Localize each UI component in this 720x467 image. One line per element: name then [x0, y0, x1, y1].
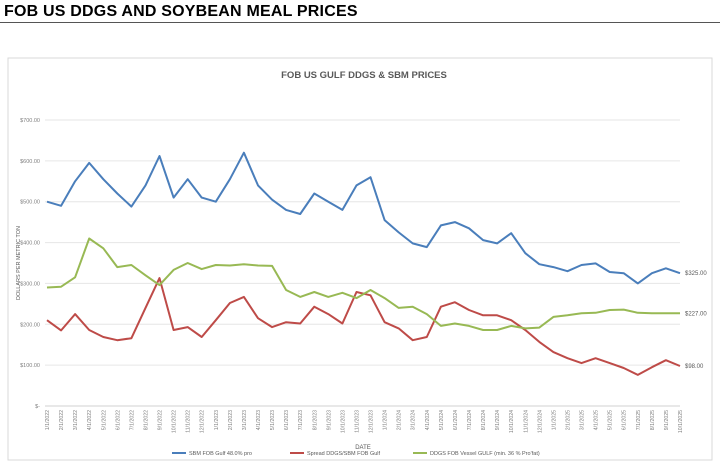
x-tick-label: 10/1/2025 [678, 410, 684, 433]
x-tick-label: 2/1/2025 [565, 410, 571, 430]
x-tick-label: 10/1/2022 [172, 410, 178, 433]
x-tick-label: 8/1/2024 [481, 410, 487, 430]
x-tick-label: 9/1/2024 [495, 410, 501, 430]
x-tick-label: 5/1/2024 [439, 410, 445, 430]
x-tick-label: 3/1/2024 [411, 410, 417, 430]
x-tick-label: 4/1/2025 [594, 410, 600, 430]
chart-frame [7, 57, 713, 461]
x-tick-label: 3/1/2022 [73, 410, 79, 430]
x-tick-label: 12/1/2022 [200, 410, 206, 433]
end-value-label: $98.00 [685, 364, 704, 370]
y-tick-label: $700.00 [20, 118, 40, 124]
x-tick-label: 3/1/2025 [580, 410, 586, 430]
legend-label: SBM FOB Gulf 48.0% pro [189, 451, 252, 457]
x-tick-label: 7/1/2024 [467, 410, 473, 430]
legend-label: Spread DDGS/SBM FOB Gulf [307, 451, 381, 457]
x-tick-label: 9/1/2022 [158, 410, 164, 430]
x-tick-label: 5/1/2023 [270, 410, 276, 430]
title-divider [0, 22, 720, 23]
chart-title: FOB US GULF DDGS & SBM PRICES [281, 70, 447, 81]
x-tick-label: 12/1/2023 [369, 410, 375, 433]
x-tick-label: 11/1/2022 [186, 410, 192, 433]
y-axis-label: DOLLARS PER METRIC TON [16, 226, 22, 300]
x-tick-label: 10/1/2023 [340, 410, 346, 433]
x-tick-label: 10/1/2024 [509, 410, 515, 433]
x-tick-label: 1/1/2023 [214, 410, 220, 430]
x-tick-label: 5/1/2022 [101, 410, 107, 430]
x-tick-label: 5/1/2025 [608, 410, 614, 430]
x-tick-label: 8/1/2025 [650, 410, 656, 430]
x-tick-label: 9/1/2025 [664, 410, 670, 430]
page-title: FOB US DDGS AND SOYBEAN MEAL PRICES [4, 3, 358, 20]
x-tick-label: 6/1/2024 [453, 410, 459, 430]
y-tick-label: $100.00 [20, 363, 40, 369]
y-tick-label: $500.00 [20, 200, 40, 206]
x-tick-label: 8/1/2023 [312, 410, 318, 430]
x-tick-label: 4/1/2024 [425, 410, 431, 430]
x-tick-label: 2/1/2024 [397, 410, 403, 430]
x-tick-label: 1/1/2025 [551, 410, 557, 430]
x-tick-label: 11/1/2023 [354, 410, 360, 433]
legend-label: DDGS FOB Vessel GULF (min. 36 % Pro’fat) [430, 451, 540, 457]
series-line-0 [46, 151, 681, 285]
y-tick-label: $600.00 [20, 159, 40, 165]
y-tick-label: $- [35, 404, 40, 410]
end-value-label: $227.00 [685, 311, 707, 317]
x-tick-label: 1/1/2022 [45, 410, 51, 430]
y-tick-label: $400.00 [20, 241, 40, 247]
x-tick-label: 8/1/2022 [143, 410, 149, 430]
y-tick-label: $200.00 [20, 322, 40, 328]
x-tick-label: 7/1/2025 [636, 410, 642, 430]
x-tick-label: 4/1/2023 [256, 410, 262, 430]
end-value-label: $325.00 [685, 271, 707, 277]
x-tick-label: 2/1/2023 [228, 410, 234, 430]
x-tick-label: 9/1/2023 [326, 410, 332, 430]
x-tick-label: 6/1/2023 [284, 410, 290, 430]
x-axis-label: DATE [355, 445, 371, 451]
x-tick-label: 2/1/2022 [59, 410, 65, 430]
x-tick-label: 1/1/2024 [383, 410, 389, 430]
x-tick-label: 3/1/2023 [242, 410, 248, 430]
series-line-2 [46, 237, 680, 331]
y-tick-label: $300.00 [20, 281, 40, 287]
x-tick-label: 6/1/2022 [115, 410, 121, 430]
x-tick-label: 4/1/2022 [87, 410, 93, 430]
x-tick-label: 7/1/2022 [129, 410, 135, 430]
x-tick-label: 6/1/2025 [622, 410, 628, 430]
x-tick-label: 11/1/2024 [523, 410, 529, 433]
x-tick-label: 7/1/2023 [298, 410, 304, 430]
x-tick-label: 12/1/2024 [537, 410, 543, 433]
